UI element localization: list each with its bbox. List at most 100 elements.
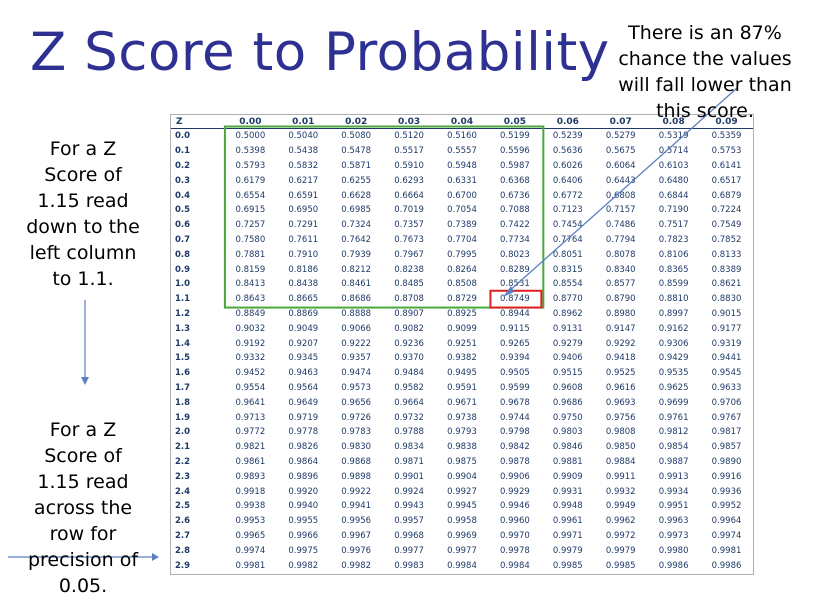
- probability-cell: 0.7486: [605, 220, 636, 231]
- probability-cell: 0.5753: [711, 146, 742, 157]
- probability-cell: 0.7580: [235, 234, 266, 245]
- probability-cell: 0.9938: [235, 501, 266, 512]
- table-row: 1.1 0.8643 0.8665 0.8686 0.8708 0.8729 0.8749 0…: [171, 292, 753, 307]
- probability-cell: 0.9909: [552, 471, 583, 482]
- probability-cell: 0.7123: [552, 205, 583, 216]
- table-row: 1.5 0.9332 0.9345 0.9357 0.9370 0.9382 0.9394 0…: [171, 351, 753, 366]
- table-row: 0.3 0.6179 0.6217 0.6255 0.6293 0.6331 0.6368 0…: [171, 173, 753, 188]
- probability-cell: 0.7549: [711, 220, 742, 231]
- probability-cell: 0.6331: [447, 175, 477, 186]
- probability-cell: 0.9838: [447, 442, 477, 453]
- probability-cell: 0.9913: [658, 471, 689, 482]
- probability-cell: 0.9964: [711, 516, 742, 527]
- z-row-label: 2.2: [175, 456, 191, 467]
- probability-cell: 0.8438: [288, 279, 319, 290]
- probability-cell: 0.9750: [552, 412, 583, 423]
- probability-cell: 0.9726: [341, 412, 372, 423]
- z-row-label: 1.6: [175, 368, 191, 379]
- probability-cell: 0.5120: [394, 131, 424, 142]
- table-row: 2.7 0.9965 0.9966 0.9967 0.9968 0.9969 0.9970 0…: [171, 529, 753, 544]
- probability-cell: 0.9767: [711, 412, 742, 423]
- probability-cell: 0.6772: [552, 190, 583, 201]
- probability-cell: 0.9625: [658, 382, 689, 393]
- probability-cell: 0.7517: [658, 220, 689, 231]
- table-row: 0.6 0.7257 0.7291 0.7324 0.7357 0.7389 0.7422 0…: [171, 218, 753, 233]
- decimal-column-header: 0.06: [541, 115, 595, 129]
- table-row: 1.0 0.8413 0.8438 0.8461 0.8485 0.8508 0.8531 0…: [171, 277, 753, 292]
- probability-cell: 0.9968: [394, 530, 424, 541]
- probability-cell: 0.9236: [394, 338, 424, 349]
- z-row-label: 1.3: [175, 323, 191, 334]
- probability-cell: 0.9495: [447, 368, 477, 379]
- note-probability: There is an 87% chance the values will f…: [618, 22, 792, 122]
- probability-cell: 0.9332: [235, 353, 266, 364]
- probability-cell: 0.8790: [605, 294, 636, 305]
- probability-cell: 0.9984: [500, 560, 530, 571]
- probability-cell: 0.7190: [658, 205, 689, 216]
- probability-cell: 0.9671: [447, 397, 477, 408]
- probability-cell: 0.9608: [552, 382, 583, 393]
- probability-cell: 0.9564: [288, 382, 319, 393]
- probability-cell: 0.9893: [235, 471, 266, 482]
- probability-cell: 0.8133: [711, 249, 742, 260]
- probability-cell: 0.9976: [341, 545, 372, 556]
- z-row-label: 2.3: [175, 471, 191, 482]
- probability-cell: 0.9793: [447, 427, 477, 438]
- table-row: 0.5 0.6915 0.6950 0.6985 0.7019 0.7054 0.7088 0…: [171, 203, 753, 218]
- probability-cell: 0.8238: [394, 264, 424, 275]
- probability-cell: 0.9982: [341, 560, 372, 571]
- probability-cell: 0.5359: [711, 131, 742, 142]
- probability-cell: 0.9641: [235, 397, 266, 408]
- probability-cell: 0.9943: [394, 501, 424, 512]
- probability-cell: 0.8340: [605, 264, 636, 275]
- probability-cell: 0.9788: [394, 427, 424, 438]
- probability-cell: 0.9857: [711, 442, 742, 453]
- probability-cell: 0.6179: [235, 175, 266, 186]
- probability-cell: 0.9207: [288, 338, 319, 349]
- probability-cell: 0.9656: [341, 397, 372, 408]
- probability-cell: 0.9319: [711, 338, 742, 349]
- probability-cell: 0.9871: [394, 456, 424, 467]
- probability-cell: 0.9066: [341, 323, 372, 334]
- z-row-label: 0.3: [175, 175, 191, 186]
- probability-cell: 0.7881: [235, 249, 266, 260]
- probability-cell: 0.5160: [447, 131, 477, 142]
- z-row-label: 2.9: [175, 560, 191, 571]
- probability-cell: 0.7642: [341, 234, 372, 245]
- probability-cell: 0.5675: [605, 146, 636, 157]
- probability-cell: 0.9974: [711, 530, 742, 541]
- table-row: 0.9 0.8159 0.8186 0.8212 0.8238 0.8264 0.8289 0…: [171, 262, 753, 277]
- z-row-label: 2.1: [175, 442, 191, 453]
- probability-cell: 0.9969: [447, 530, 477, 541]
- probability-cell: 0.8869: [288, 308, 319, 319]
- probability-cell: 0.5557: [447, 146, 477, 157]
- probability-cell: 0.6064: [605, 160, 636, 171]
- probability-cell: 0.8508: [447, 279, 477, 290]
- probability-cell: 0.9099: [447, 323, 477, 334]
- probability-cell: 0.8997: [658, 308, 689, 319]
- probability-cell: 0.9616: [605, 382, 636, 393]
- probability-cell: 0.8413: [235, 279, 266, 290]
- probability-cell: 0.9854: [658, 442, 689, 453]
- arrowhead-down-icon: [81, 377, 89, 385]
- probability-cell: 0.9177: [711, 323, 742, 334]
- probability-cell: 0.8849: [235, 308, 266, 319]
- probability-cell: 0.6103: [658, 160, 689, 171]
- probability-cell: 0.9977: [394, 545, 424, 556]
- probability-cell: 0.9693: [605, 397, 636, 408]
- probability-cell: 0.9911: [605, 471, 636, 482]
- probability-cell: 0.9032: [235, 323, 266, 334]
- probability-cell: 0.9115: [500, 323, 530, 334]
- probability-cell: 0.9049: [288, 323, 319, 334]
- probability-cell: 0.9978: [500, 545, 530, 556]
- probability-cell: 0.9963: [658, 516, 689, 527]
- probability-cell: 0.6255: [341, 175, 372, 186]
- probability-cell: 0.8729: [447, 294, 477, 305]
- probability-cell: 0.5199: [500, 131, 530, 142]
- probability-cell: 0.9306: [658, 338, 689, 349]
- probability-cell: 0.9545: [711, 368, 742, 379]
- probability-cell: 0.8315: [552, 264, 583, 275]
- probability-cell: 0.7995: [447, 249, 477, 260]
- probability-cell: 0.9934: [658, 486, 689, 497]
- probability-cell: 0.9812: [658, 427, 689, 438]
